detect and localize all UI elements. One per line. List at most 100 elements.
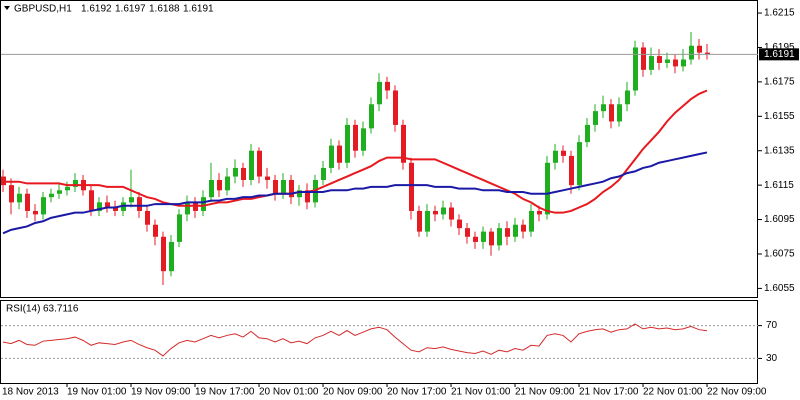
x-tick-label: 21 Nov 17:00 [579, 387, 639, 398]
candle-body [577, 142, 582, 186]
candle-body [209, 179, 214, 198]
candle-body [641, 47, 646, 70]
candle-body [649, 56, 654, 70]
candle-body [497, 228, 502, 246]
price-tag [759, 48, 799, 61]
candle-body [513, 224, 518, 237]
candle-body [625, 90, 630, 105]
ohlc-high: 1.6197 [115, 4, 146, 15]
y-tick-label: 1.6055 [764, 283, 795, 294]
candle-body [409, 162, 414, 211]
candle-body [113, 207, 118, 211]
candle-body [705, 52, 710, 55]
candle-body [145, 210, 150, 225]
candle-body [289, 179, 294, 198]
candle-body [617, 104, 622, 122]
candle-body [161, 236, 166, 272]
candle-body [657, 56, 662, 63]
candle-body [305, 190, 310, 203]
candle-body [401, 124, 406, 163]
candle-body [337, 145, 342, 163]
x-tick-label: 22 Nov 09:00 [707, 387, 767, 398]
y-tick-label: 1.6095 [764, 214, 795, 225]
candle-body [281, 179, 286, 194]
y-tick-label: 1.6075 [764, 249, 795, 260]
candle-body [425, 210, 430, 232]
candle-body [329, 145, 334, 168]
ohlc-open: 1.6192 [81, 4, 112, 15]
candle-body [201, 197, 206, 211]
candle-body [25, 193, 30, 211]
candle-body [377, 81, 382, 105]
y-tick-label: 1.6135 [764, 145, 795, 156]
candle-body [489, 231, 494, 246]
candle-body [481, 231, 486, 242]
candle-body [561, 150, 566, 156]
x-tick-label: 19 Nov 01:00 [67, 387, 127, 398]
candle-body [529, 210, 534, 232]
candle-body [241, 167, 246, 180]
price-tag-label: 1.6191 [764, 49, 795, 60]
candle-body [33, 210, 38, 215]
main-frame [0, 0, 758, 298]
candle-body [537, 210, 542, 215]
candle-body [417, 210, 422, 232]
candle-body [249, 150, 254, 180]
candle-body [129, 197, 134, 203]
candle-body [97, 202, 102, 211]
candle-body [385, 81, 390, 91]
x-tick-label: 21 Nov 09:00 [515, 387, 575, 398]
candle-body [609, 104, 614, 122]
candle-body [73, 179, 78, 187]
header-arrow [4, 6, 10, 10]
rsi-line [2, 323, 708, 357]
candle-body [449, 207, 454, 220]
candle-body [473, 236, 478, 242]
x-tick-label: 20 Nov 01:00 [259, 387, 319, 398]
x-tick-label: 21 Nov 01:00 [451, 387, 511, 398]
candle-body [553, 150, 558, 163]
candle-body [217, 179, 222, 191]
candle-body [57, 190, 62, 194]
y-tick-label: 1.6175 [764, 77, 795, 88]
symbol-title: GBPUSD,H1 [14, 4, 72, 15]
x-tick-label: 20 Nov 17:00 [387, 387, 447, 398]
candle-body [65, 186, 70, 191]
ohlc-low: 1.6188 [149, 4, 180, 15]
candle-body [321, 167, 326, 180]
candle-body [673, 59, 678, 67]
x-tick-label: 19 Nov 17:00 [195, 387, 255, 398]
x-tick-label: 18 Nov 2013 [2, 387, 59, 398]
candle-body [169, 241, 174, 272]
candle-body [593, 111, 598, 125]
moving-average [2, 151, 708, 235]
candle-body [273, 179, 278, 194]
moving-average [3, 89, 708, 214]
candle-body [233, 167, 238, 177]
candle-body [689, 45, 694, 60]
rsi-last-value: 63.7116 [43, 304, 79, 315]
candle-body [545, 162, 550, 215]
candle-body [41, 197, 46, 215]
candle-body [177, 214, 182, 242]
candle-body [457, 219, 462, 229]
candle-body [697, 45, 702, 53]
candle-body [17, 193, 22, 203]
candle-body [361, 128, 366, 151]
candle-body [297, 190, 302, 198]
y-tick-label: 1.6215 [764, 8, 795, 19]
x-tick-label: 20 Nov 09:00 [323, 387, 383, 398]
candle-body [441, 207, 446, 215]
candle-body [49, 193, 54, 198]
candle-body [105, 202, 110, 208]
candle-body [569, 155, 574, 186]
candle-body [225, 176, 230, 191]
candle-body [257, 150, 262, 177]
candle-body [9, 185, 14, 203]
candle-body [521, 224, 526, 232]
candle-body [265, 176, 270, 180]
ohlc-close: 1.6191 [183, 4, 214, 15]
y-tick-label: 1.6195 [764, 42, 795, 53]
